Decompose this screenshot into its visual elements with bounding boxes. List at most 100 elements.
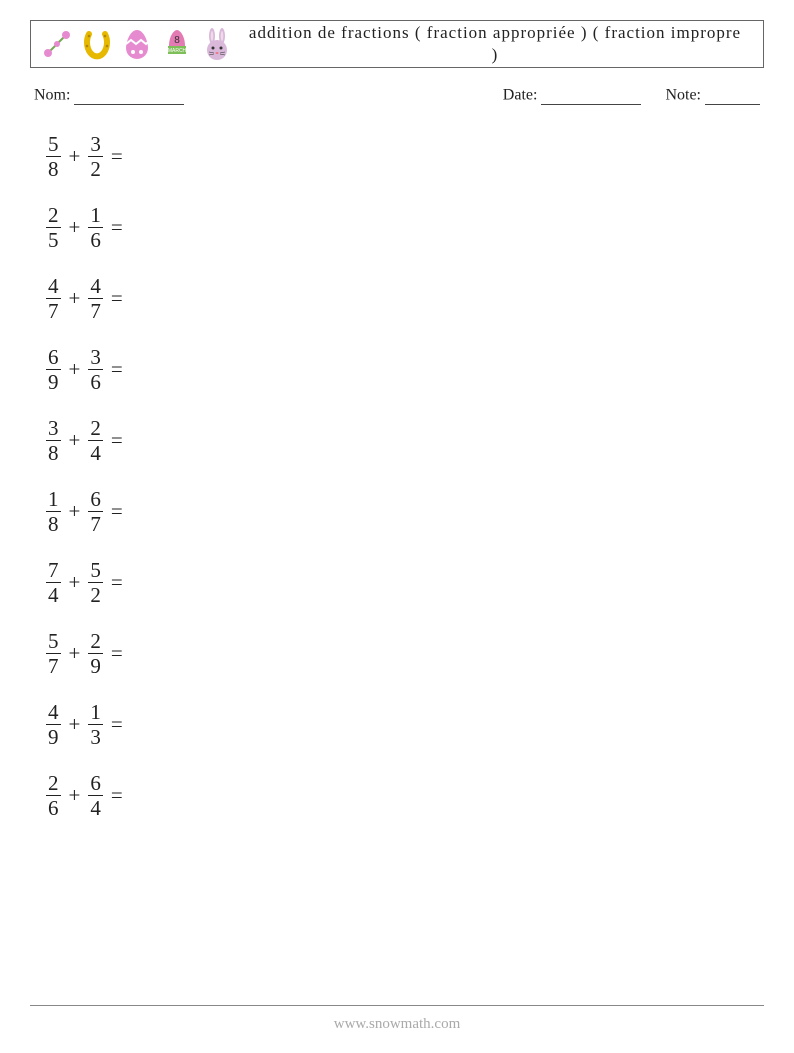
horseshoe-icon — [79, 26, 115, 62]
svg-text:8: 8 — [174, 35, 180, 46]
score-blank[interactable] — [705, 86, 760, 105]
numerator: 1 — [88, 701, 103, 723]
footer-url: www.snowmath.com — [334, 1016, 461, 1032]
numerator: 6 — [88, 488, 103, 510]
egg-icon — [119, 26, 155, 62]
score-field: Note: — [665, 86, 760, 105]
denominator: 2 — [88, 584, 103, 606]
fraction-b: 36 — [88, 346, 103, 393]
date-label: Date: — [503, 87, 538, 104]
numerator: 2 — [46, 772, 61, 794]
fraction-b: 24 — [88, 417, 103, 464]
denominator: 9 — [88, 655, 103, 677]
meta-right: Date: Note: — [503, 86, 760, 105]
problem-row: 49+13= — [46, 701, 764, 748]
flower-icon — [39, 26, 75, 62]
fraction-b: 16 — [88, 204, 103, 251]
numerator: 4 — [46, 275, 61, 297]
operator: + — [69, 144, 81, 169]
equals-sign: = — [111, 357, 123, 382]
date-field: Date: — [503, 86, 642, 105]
numerator: 6 — [46, 346, 61, 368]
equals-sign: = — [111, 783, 123, 808]
problem-row: 25+16= — [46, 204, 764, 251]
numerator: 5 — [46, 133, 61, 155]
numerator: 2 — [46, 204, 61, 226]
meta-row: Nom: Date: Note: — [34, 86, 760, 105]
denominator: 5 — [46, 229, 61, 251]
calendar-icon: 8 MARCH — [159, 26, 195, 62]
denominator: 6 — [88, 229, 103, 251]
numerator: 3 — [88, 133, 103, 155]
fraction-a: 25 — [46, 204, 61, 251]
denominator: 6 — [46, 797, 61, 819]
fraction-a: 47 — [46, 275, 61, 322]
problem-row: 38+24= — [46, 417, 764, 464]
fraction-a: 18 — [46, 488, 61, 535]
fraction-a: 57 — [46, 630, 61, 677]
problem-row: 26+64= — [46, 772, 764, 819]
denominator: 7 — [88, 513, 103, 535]
denominator: 8 — [46, 158, 61, 180]
denominator: 4 — [88, 797, 103, 819]
footer-divider — [30, 1005, 764, 1006]
header-icons: 8 MARCH — [39, 26, 235, 62]
equals-sign: = — [111, 428, 123, 453]
denominator: 8 — [46, 442, 61, 464]
fraction-a: 26 — [46, 772, 61, 819]
numerator: 2 — [88, 630, 103, 652]
fraction-a: 74 — [46, 559, 61, 606]
header-box: 8 MARCH — [30, 20, 764, 68]
problem-row: 74+52= — [46, 559, 764, 606]
numerator: 6 — [88, 772, 103, 794]
numerator: 1 — [46, 488, 61, 510]
date-blank[interactable] — [541, 86, 641, 105]
equals-sign: = — [111, 144, 123, 169]
name-field: Nom: — [34, 86, 184, 105]
problem-row: 57+29= — [46, 630, 764, 677]
denominator: 7 — [88, 300, 103, 322]
denominator: 9 — [46, 726, 61, 748]
operator: + — [69, 641, 81, 666]
operator: + — [69, 357, 81, 382]
denominator: 2 — [88, 158, 103, 180]
fraction-b: 52 — [88, 559, 103, 606]
operator: + — [69, 286, 81, 311]
numerator: 2 — [88, 417, 103, 439]
equals-sign: = — [111, 286, 123, 311]
denominator: 4 — [88, 442, 103, 464]
problem-row: 69+36= — [46, 346, 764, 393]
fraction-b: 13 — [88, 701, 103, 748]
numerator: 3 — [88, 346, 103, 368]
numerator: 4 — [88, 275, 103, 297]
fraction-b: 29 — [88, 630, 103, 677]
denominator: 7 — [46, 655, 61, 677]
name-label: Nom: — [34, 87, 70, 104]
problems-list: 58+32=25+16=47+47=69+36=38+24=18+67=74+5… — [46, 133, 764, 820]
operator: + — [69, 712, 81, 737]
fraction-b: 32 — [88, 133, 103, 180]
denominator: 3 — [88, 726, 103, 748]
problem-row: 58+32= — [46, 133, 764, 180]
name-blank[interactable] — [74, 86, 184, 105]
denominator: 4 — [46, 584, 61, 606]
fraction-b: 47 — [88, 275, 103, 322]
footer: www.snowmath.com — [0, 1005, 794, 1033]
numerator: 4 — [46, 701, 61, 723]
fraction-a: 69 — [46, 346, 61, 393]
svg-text:MARCH: MARCH — [168, 48, 187, 54]
operator: + — [69, 215, 81, 240]
operator: + — [69, 499, 81, 524]
bunny-icon — [199, 26, 235, 62]
numerator: 7 — [46, 559, 61, 581]
fraction-a: 58 — [46, 133, 61, 180]
fraction-a: 49 — [46, 701, 61, 748]
equals-sign: = — [111, 641, 123, 666]
score-label: Note: — [665, 87, 701, 104]
worksheet-title: addition de fractions ( fraction appropr… — [235, 22, 755, 66]
numerator: 5 — [88, 559, 103, 581]
problem-row: 47+47= — [46, 275, 764, 322]
fraction-b: 64 — [88, 772, 103, 819]
fraction-a: 38 — [46, 417, 61, 464]
meta-left: Nom: — [34, 86, 184, 105]
